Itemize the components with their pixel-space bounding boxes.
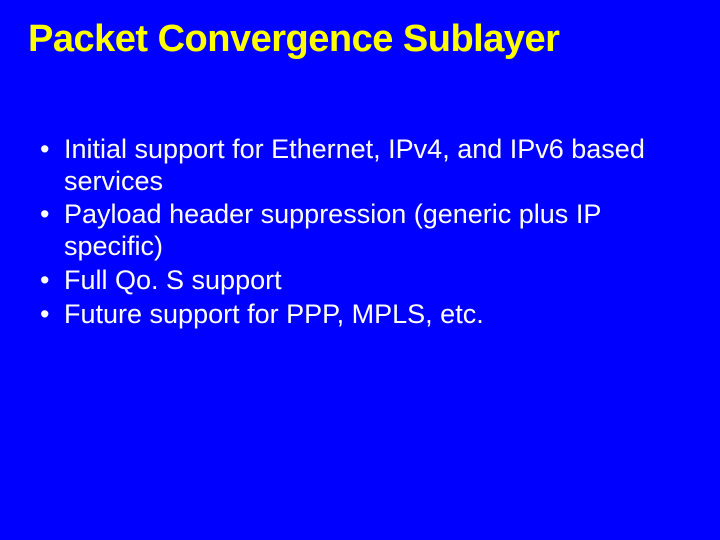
list-item: Full Qo. S support (34, 265, 692, 297)
slide-title: Packet Convergence Sublayer (28, 18, 692, 62)
bullet-list: Initial support for Ethernet, IPv4, and … (28, 134, 692, 331)
list-item: Future support for PPP, MPLS, etc. (34, 299, 692, 331)
slide: Packet Convergence Sublayer Initial supp… (0, 0, 720, 540)
list-item: Initial support for Ethernet, IPv4, and … (34, 134, 692, 198)
list-item: Payload header suppression (generic plus… (34, 199, 692, 263)
